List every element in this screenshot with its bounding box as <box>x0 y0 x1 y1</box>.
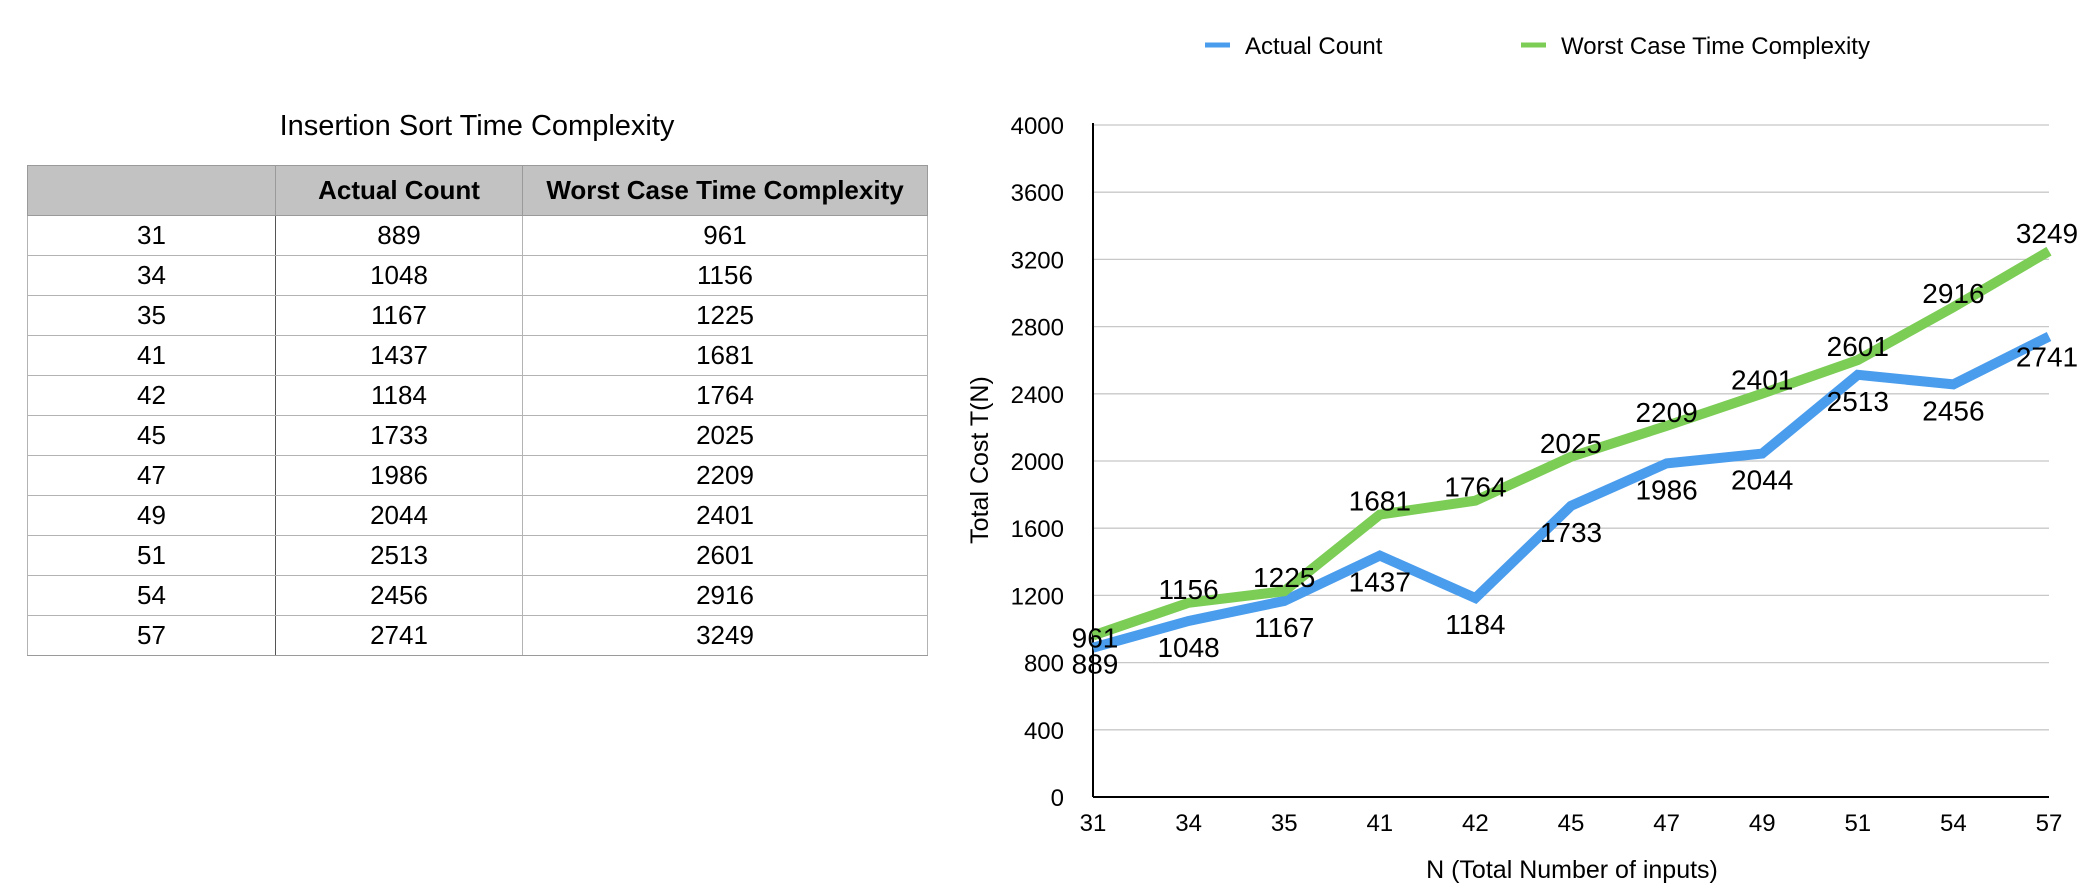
data-label: 1681 <box>1349 486 1411 517</box>
x-tick-label: 57 <box>2036 810 2063 837</box>
x-tick-label: 34 <box>1175 810 1202 837</box>
table-header-cell: Actual Count <box>275 165 523 216</box>
data-label: 1156 <box>1158 574 1218 605</box>
chart-legend: Actual Count Worst Case Time Complexity <box>1205 33 1870 60</box>
table-cell: 2741 <box>275 615 523 656</box>
data-label: 2044 <box>1731 465 1793 496</box>
legend-label: Worst Case Time Complexity <box>1561 33 1870 60</box>
table-cell: 1764 <box>522 375 928 416</box>
data-label: 3249 <box>2016 218 2078 249</box>
data-label: 1184 <box>1445 609 1505 640</box>
data-label: 1225 <box>1253 562 1315 593</box>
table-row: 54 2456 2916 <box>27 575 928 616</box>
table-body: 31 889 961 34 1048 1156 35 1167 1225 41 1437 1681 42… <box>27 215 928 656</box>
table-row: 47 1986 2209 <box>27 455 928 496</box>
table-row: 34 1048 1156 <box>27 255 928 296</box>
table-row: 35 1167 1225 <box>27 295 928 336</box>
data-label: 2741 <box>2016 342 2078 373</box>
table-cell: 2025 <box>522 415 928 456</box>
table-cell: 51 <box>27 535 276 576</box>
y-tick-label: 4000 <box>1011 113 1064 140</box>
table-row: 57 2741 3249 <box>27 615 928 656</box>
table-cell: 31 <box>27 215 276 256</box>
table-row: 49 2044 2401 <box>27 495 928 536</box>
data-label: 1986 <box>1635 474 1697 505</box>
table-row: 51 2513 2601 <box>27 535 928 576</box>
table-cell: 1156 <box>522 255 928 296</box>
y-tick-label: 800 <box>1024 651 1064 678</box>
chart-axes <box>1092 123 2049 798</box>
data-label: 2513 <box>1827 386 1889 417</box>
data-label: 889 <box>1072 649 1119 680</box>
data-label: 2209 <box>1635 397 1697 428</box>
table-cell: 961 <box>522 215 928 256</box>
y-tick-label: 2800 <box>1011 315 1064 342</box>
legend-label: Actual Count <box>1245 33 1383 60</box>
table-row: 41 1437 1681 <box>27 335 928 376</box>
x-tick-label: 47 <box>1653 810 1680 837</box>
chart-gridlines <box>1093 124 2049 731</box>
table-cell: 54 <box>27 575 276 616</box>
table-row: 42 1184 1764 <box>27 375 928 416</box>
table-cell: 3249 <box>522 615 928 656</box>
table-cell: 57 <box>27 615 276 656</box>
y-tick-label: 2400 <box>1011 382 1064 409</box>
series-line-worst-case <box>1091 246 2052 641</box>
data-table: Actual Count Worst Case Time Complexity 3… <box>27 165 928 656</box>
x-tick-label: 31 <box>1080 810 1107 837</box>
table-cell: 2209 <box>522 455 928 496</box>
table-cell: 1184 <box>275 375 523 416</box>
x-tick-label: 35 <box>1271 810 1298 837</box>
data-label: 2456 <box>1922 395 1984 426</box>
x-tick-label: 54 <box>1940 810 1967 837</box>
y-tick-label: 3600 <box>1011 180 1064 207</box>
y-axis-ticks: 0 400 800 1200 1600 2000 2400 2800 3200 3600 4000 <box>1011 113 1064 812</box>
table-row: 31 889 961 <box>27 215 928 256</box>
chart-series-lines <box>1091 246 2052 653</box>
x-tick-label: 51 <box>1844 810 1871 837</box>
table-cell: 1437 <box>275 335 523 376</box>
chart-data-labels: 889 1048 1167 1437 1184 1733 1986 2044 2513 2456 2… <box>1072 218 2079 679</box>
data-label: 2401 <box>1731 365 1793 396</box>
x-tick-label: 49 <box>1749 810 1776 837</box>
data-label: 1764 <box>1444 472 1506 503</box>
x-tick-label: 45 <box>1558 810 1585 837</box>
y-tick-label: 3200 <box>1011 247 1064 274</box>
table-cell: 1733 <box>275 415 523 456</box>
table-cell: 35 <box>27 295 276 336</box>
y-tick-label: 1600 <box>1011 516 1064 543</box>
table-header-cell <box>27 165 276 216</box>
table-title: Insertion Sort Time Complexity <box>279 110 675 142</box>
table-cell: 2456 <box>275 575 523 616</box>
y-tick-label: 1200 <box>1011 583 1064 610</box>
y-tick-label: 400 <box>1024 718 1064 745</box>
data-label: 2025 <box>1540 428 1602 459</box>
table-cell: 2601 <box>522 535 928 576</box>
table-cell: 2044 <box>275 495 523 536</box>
x-axis-ticks: 31 34 35 41 42 45 47 49 51 54 57 <box>1080 810 2063 837</box>
table-header-row: Actual Count Worst Case Time Complexity <box>27 165 928 216</box>
table-cell: 1167 <box>275 295 523 336</box>
table-row: 45 1733 2025 <box>27 415 928 456</box>
x-axis-label: N (Total Number of inputs) <box>1426 856 1718 884</box>
series-line-actual-count <box>1091 332 2052 653</box>
data-label: 1437 <box>1349 567 1411 598</box>
data-label: 1048 <box>1157 632 1219 663</box>
data-label: 2916 <box>1922 278 1984 309</box>
x-tick-label: 41 <box>1366 810 1393 837</box>
table-cell: 47 <box>27 455 276 496</box>
data-label: 961 <box>1072 623 1119 654</box>
data-label: 2601 <box>1827 331 1889 362</box>
y-axis-label: Total Cost T(N) <box>966 376 994 544</box>
x-tick-label: 42 <box>1462 810 1489 837</box>
y-tick-label: 0 <box>1051 785 1064 812</box>
table-cell: 2401 <box>522 495 928 536</box>
y-tick-label: 2000 <box>1011 449 1064 476</box>
data-label: 1167 <box>1254 612 1314 643</box>
data-label: 1733 <box>1540 517 1602 548</box>
